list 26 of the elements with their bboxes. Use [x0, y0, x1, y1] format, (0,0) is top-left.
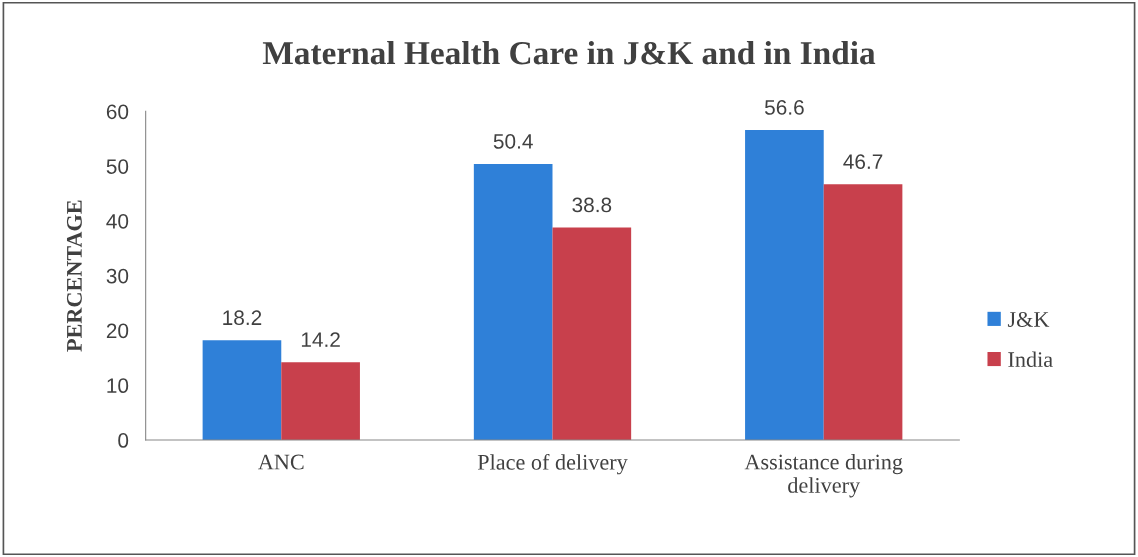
bar	[202, 340, 282, 441]
bar	[552, 227, 632, 441]
y-tick-label: 40	[106, 213, 129, 229]
y-axis-title: PERCENTAGE	[66, 200, 82, 352]
y-tick-label: 10	[107, 378, 129, 394]
y-tick-label: 30	[106, 268, 129, 284]
data-label: 18.2	[223, 310, 262, 326]
bar	[823, 184, 903, 441]
data-label: 38.8	[572, 197, 612, 213]
data-label: 56.6	[764, 100, 804, 115]
data-label: 46.7	[843, 154, 883, 170]
legend-label: India	[1008, 351, 1053, 368]
bar	[745, 130, 824, 441]
chart-title: Maternal Health Care in J&K and in India	[262, 40, 876, 65]
x-tick-label: Assistance during delivery	[744, 453, 903, 498]
y-tick-label: 60	[106, 104, 129, 120]
y-tick-label: 20	[106, 323, 129, 339]
data-label: 14.2	[301, 332, 340, 347]
x-tick-label: ANC	[258, 454, 304, 470]
y-tick-label: 50	[106, 159, 129, 174]
data-label: 50.4	[493, 134, 533, 149]
x-tick-label: Place of delivery	[477, 453, 628, 475]
bar	[473, 163, 553, 441]
bar	[281, 362, 360, 441]
legend-label: J&K	[1007, 311, 1050, 327]
y-tick-label: 0	[118, 433, 129, 448]
